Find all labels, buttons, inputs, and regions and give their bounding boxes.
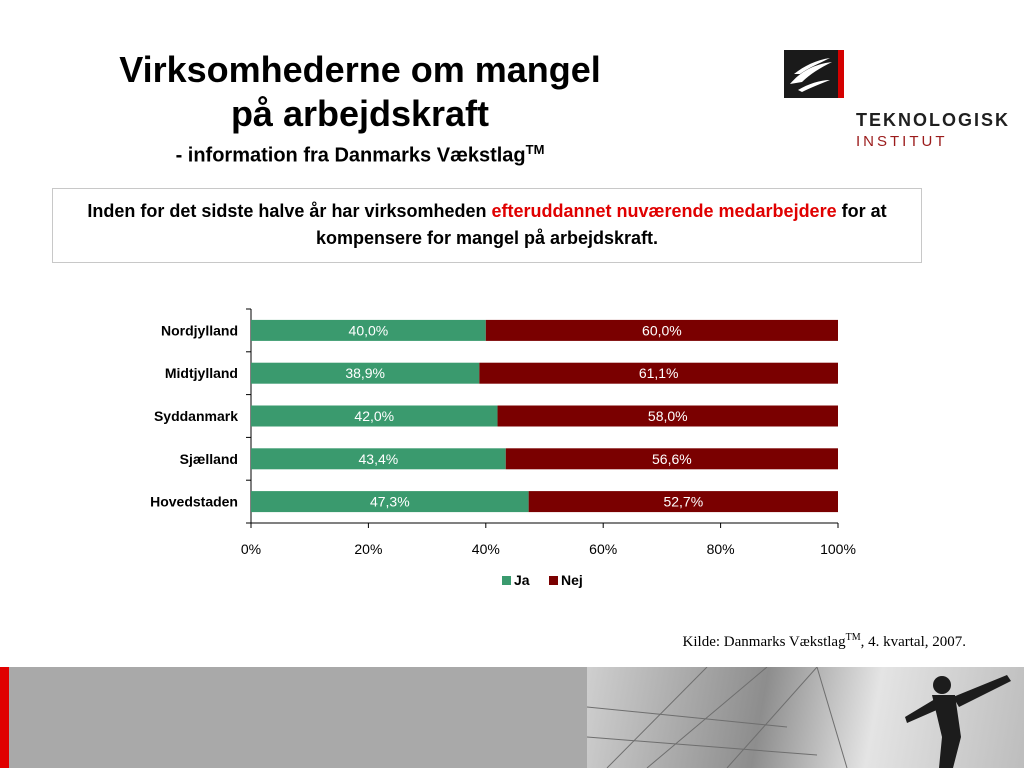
- data-label: 40,0%: [349, 322, 389, 338]
- page-title-line1: Virksomhederne om mangel: [119, 49, 601, 90]
- subtitle-text: - information fra Danmarks Vækstlag: [175, 144, 526, 167]
- legend-swatch-ja: [502, 576, 511, 585]
- data-label: 58,0%: [648, 408, 688, 424]
- bar-ja: [251, 448, 506, 470]
- source-note: Kilde: Danmarks VækstlagTM, 4. kvartal, …: [683, 632, 966, 651]
- bar-nej: [505, 448, 838, 470]
- bar-nej: [485, 319, 838, 341]
- bar-nej: [479, 362, 838, 384]
- x-tick-label: 0%: [241, 541, 261, 557]
- x-tick-label: 40%: [472, 541, 500, 557]
- category-label: Sjælland: [180, 451, 238, 467]
- bar-nej: [528, 491, 838, 513]
- data-label: 38,9%: [345, 365, 385, 381]
- footer-banner: [0, 667, 1024, 768]
- page-title-line2: på arbejdskraft: [230, 93, 490, 134]
- bar-ja: [251, 362, 480, 384]
- stacked-bar-chart: 0% 20% 40% 60% 80% 100% Nordjylland 40,0% 60,0% M…: [150, 308, 856, 588]
- footer-red-accent: [0, 667, 9, 768]
- x-tick-label: 60%: [589, 541, 617, 557]
- logo-line1: TEKNOLOGISK: [856, 110, 1011, 130]
- category-label: Midtjylland: [165, 365, 238, 381]
- x-tick-label: 100%: [820, 541, 856, 557]
- bar-ja: [251, 319, 486, 341]
- statement-part2: for at kompensere for mangel på arbejdsk…: [315, 201, 887, 248]
- data-label: 60,0%: [642, 322, 682, 338]
- page-subtitle: - information fra Danmarks VækstlagTM: [40, 142, 680, 168]
- footer-gray-panel: [9, 667, 587, 768]
- legend-label: Ja: [514, 572, 530, 588]
- data-label: 43,4%: [359, 451, 399, 467]
- data-label: 42,0%: [354, 408, 394, 424]
- x-tick-label: 80%: [707, 541, 735, 557]
- title-block: Virksomhederne om mangel på arbejdskraft…: [40, 48, 680, 168]
- bar-ja: [251, 491, 529, 513]
- data-label: 61,1%: [639, 365, 679, 381]
- category-label: Nordjylland: [161, 322, 238, 338]
- logo-text: TEKNOLOGISK INSTITUT: [856, 110, 1010, 150]
- legend-label: Nej: [561, 572, 583, 588]
- footer-photo: [587, 667, 1024, 768]
- teknologisk-institut-logo-icon: [784, 50, 844, 98]
- source-trademark: TM: [845, 632, 861, 643]
- source-text-after: , 4. kvartal, 2007.: [860, 634, 966, 650]
- legend-swatch-nej: [549, 576, 558, 585]
- data-label: 56,6%: [652, 451, 692, 467]
- subtitle-trademark: TM: [525, 142, 545, 157]
- statement-box: Inden for det sidste halve år har virkso…: [52, 188, 922, 263]
- source-text: Kilde: Danmarks Vækstlag: [682, 634, 846, 650]
- logo-line2: INSTITUT: [856, 133, 948, 150]
- x-tick-label: 20%: [354, 541, 382, 557]
- statement-part1: Inden for det sidste halve år har virkso…: [87, 201, 492, 221]
- bar-ja: [251, 405, 498, 427]
- bar-nej: [497, 405, 838, 427]
- data-label: 52,7%: [663, 494, 703, 510]
- data-label: 47,3%: [370, 494, 410, 510]
- category-label: Syddanmark: [154, 408, 238, 424]
- category-label: Hovedstaden: [150, 494, 238, 510]
- statement-highlight: efteruddannet nuværende medarbejdere: [491, 201, 837, 221]
